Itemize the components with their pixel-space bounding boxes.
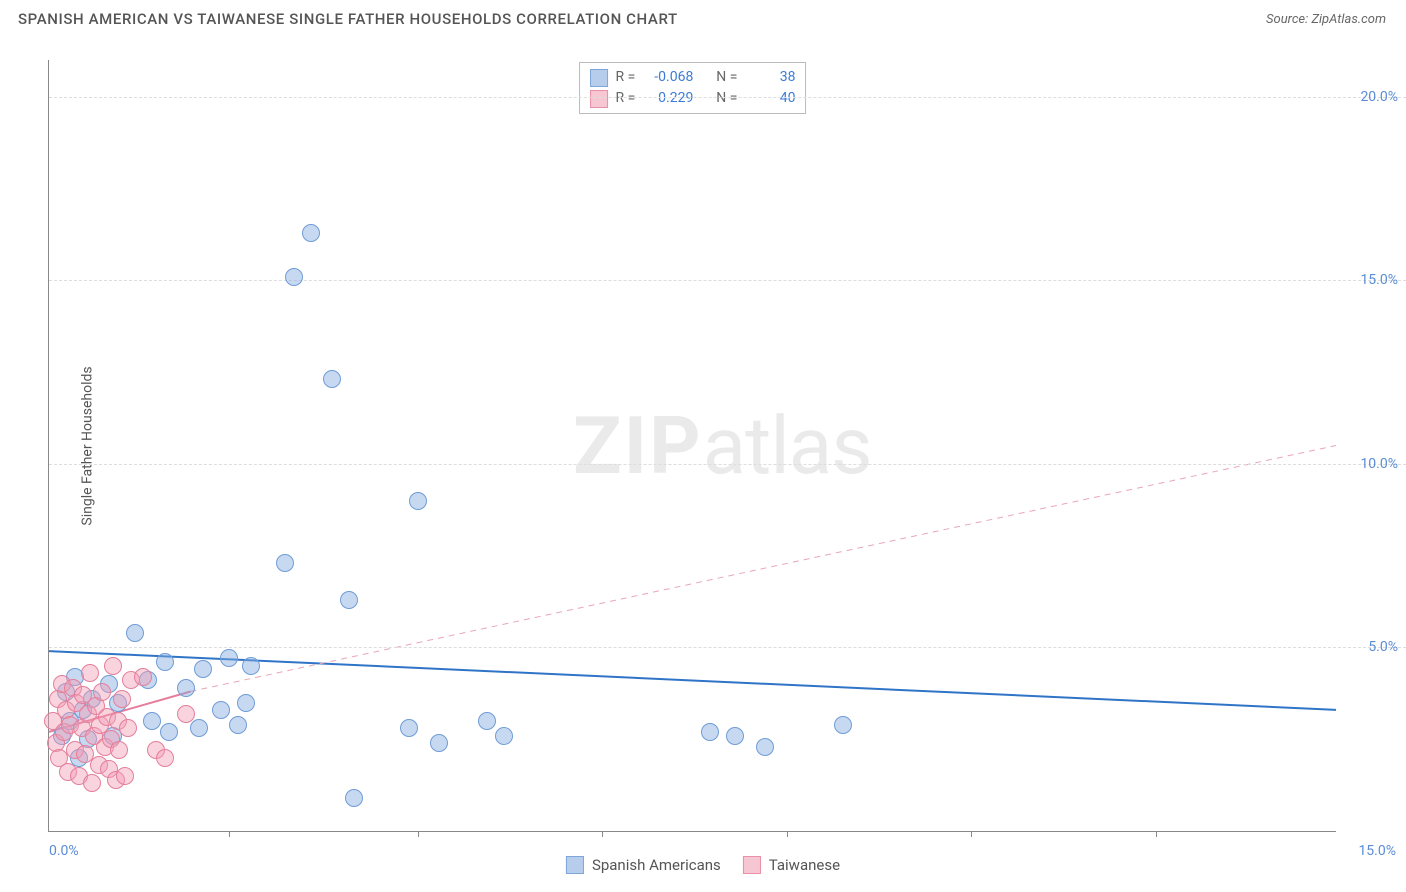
scatter-point [160,723,178,741]
scatter-point [177,679,195,697]
scatter-point [345,789,363,807]
legend-item: Spanish Americans [566,856,721,874]
y-tick-label: 10.0% [1360,456,1398,472]
scatter-point [701,723,719,741]
trend-lines [49,60,1336,831]
scatter-point [177,705,195,723]
x-axis-end-label: 15.0% [1358,843,1396,859]
chart-source: Source: ZipAtlas.com [1266,12,1386,27]
stats-row: R =-0.068 N =38 [590,67,796,88]
scatter-point [276,554,294,572]
x-tick [229,831,230,837]
x-axis-start-label: 0.0% [49,843,79,859]
scatter-point [340,591,358,609]
scatter-point [83,774,101,792]
scatter-point [229,716,247,734]
scatter-point [242,657,260,675]
legend-swatch [743,856,761,874]
x-tick [418,831,419,837]
scatter-point [110,741,128,759]
legend-label: Spanish Americans [592,856,721,874]
scatter-point [113,690,131,708]
x-tick [602,831,603,837]
scatter-point [400,719,418,737]
legend-swatch [590,69,608,87]
y-tick-label: 15.0% [1360,272,1398,288]
scatter-point [190,719,208,737]
chart-title: SPANISH AMERICAN VS TAIWANESE SINGLE FAT… [18,10,678,28]
scatter-point [430,734,448,752]
gridline [49,97,1406,98]
scatter-point [756,738,774,756]
scatter-point [237,694,255,712]
gridline [49,280,1406,281]
scatter-point [104,657,122,675]
scatter-point [156,653,174,671]
scatter-point [726,727,744,745]
legend-label: Taiwanese [769,856,840,874]
scatter-point [302,224,320,242]
x-tick [1156,831,1157,837]
scatter-point [285,268,303,286]
x-tick [787,831,788,837]
scatter-point [834,716,852,734]
scatter-point [478,712,496,730]
scatter-point [81,664,99,682]
chart-plot-area: ZIPatlas R =-0.068 N =38R =0.229 N =40 0… [48,60,1336,832]
scatter-point [134,668,152,686]
scatter-point [323,370,341,388]
scatter-point [156,749,174,767]
gridline [49,464,1406,465]
scatter-point [143,712,161,730]
series-legend: Spanish Americans Taiwanese [566,856,840,874]
scatter-point [126,624,144,642]
y-tick-label: 5.0% [1368,639,1398,655]
stats-legend: R =-0.068 N =38R =0.229 N =40 [579,62,807,114]
scatter-point [93,683,111,701]
stats-row: R =0.229 N =40 [590,88,796,109]
gridline [49,647,1406,648]
scatter-point [119,719,137,737]
legend-swatch [590,90,608,108]
scatter-point [116,767,134,785]
x-tick [971,831,972,837]
scatter-point [220,649,238,667]
y-tick-label: 20.0% [1360,89,1398,105]
legend-item: Taiwanese [743,856,840,874]
scatter-point [495,727,513,745]
watermark: ZIPatlas [573,399,871,493]
legend-swatch [566,856,584,874]
scatter-point [409,492,427,510]
scatter-point [194,660,212,678]
scatter-point [212,701,230,719]
